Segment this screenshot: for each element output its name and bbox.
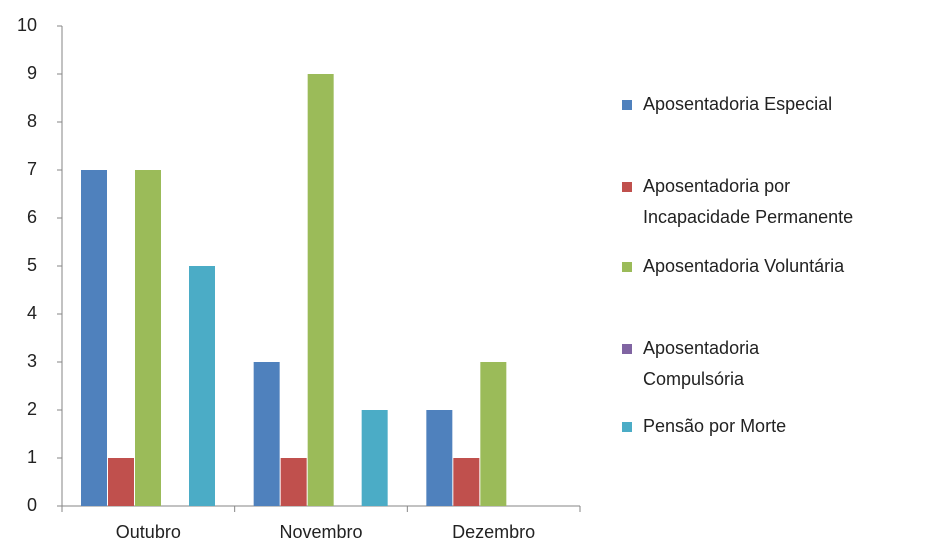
legend-marker (622, 182, 632, 192)
bar (453, 458, 480, 506)
x-tick-label: Dezembro (452, 522, 535, 542)
legend-label: Aposentadoria Compulsória (643, 338, 760, 389)
bar (307, 74, 334, 506)
legend-marker (622, 262, 632, 272)
legend-marker (622, 100, 632, 110)
legend-label: Aposentadoria por Incapacidade Permanente (643, 176, 853, 227)
legend-marker (622, 422, 632, 432)
bar (361, 410, 388, 506)
y-tick-label: 8 (27, 111, 37, 131)
legend-label: Aposentadoria Voluntária (643, 256, 845, 276)
y-tick-label: 7 (27, 159, 37, 179)
y-tick-label: 2 (27, 399, 37, 419)
bar (108, 458, 134, 506)
bar (480, 362, 507, 506)
bar (253, 362, 280, 506)
y-tick-label: 10 (17, 15, 37, 35)
y-tick-label: 6 (27, 207, 37, 227)
bar (81, 170, 107, 506)
x-tick-label: Novembro (279, 522, 362, 542)
bar (280, 458, 307, 506)
y-tick-label: 5 (27, 255, 37, 275)
legend-label: Pensão por Morte (643, 416, 786, 436)
bar (426, 410, 453, 506)
y-tick-label: 0 (27, 495, 37, 515)
y-tick-label: 9 (27, 63, 37, 83)
y-tick-label: 3 (27, 351, 37, 371)
legend-marker (622, 344, 632, 354)
bar (189, 266, 215, 506)
legend-label: Aposentadoria Especial (643, 94, 832, 114)
y-tick-label: 1 (27, 447, 37, 467)
x-tick-label: Outubro (116, 522, 181, 542)
y-tick-label: 4 (27, 303, 37, 323)
bar (135, 170, 161, 506)
